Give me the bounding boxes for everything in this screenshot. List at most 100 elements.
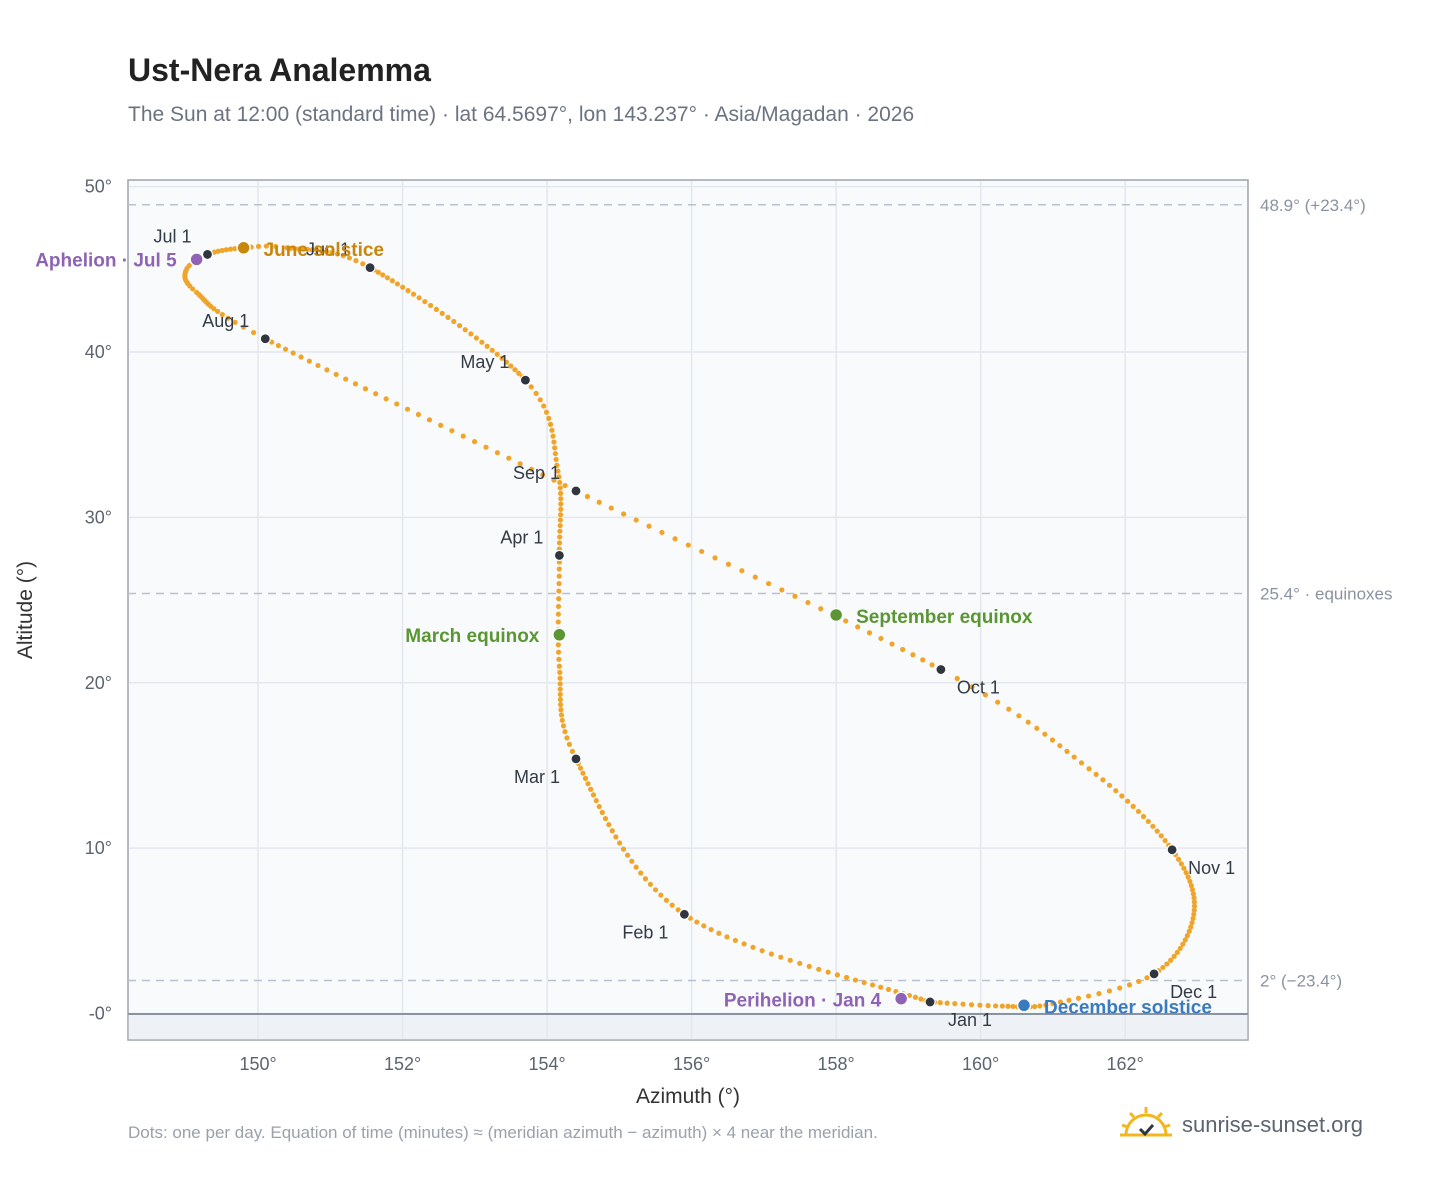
daily-dot [219, 247, 225, 254]
month-marker[interactable] [259, 333, 271, 345]
month-marker[interactable] [570, 485, 582, 497]
event-label: June solstice [264, 240, 384, 261]
month-marker[interactable] [678, 908, 690, 920]
month-marker[interactable] [553, 549, 565, 562]
daily-dot [752, 574, 758, 580]
daily-dot [920, 657, 926, 663]
month-marker-label: May 1 [460, 352, 509, 372]
event-marker[interactable] [893, 991, 909, 1006]
event-label: December solstice [1044, 997, 1212, 1018]
daily-dot [566, 741, 573, 747]
daily-dot [617, 840, 623, 846]
event-marker[interactable] [236, 240, 251, 256]
daily-dot [562, 482, 568, 489]
daily-dot [1117, 985, 1123, 991]
month-marker[interactable] [924, 996, 936, 1008]
daily-dot [852, 977, 859, 983]
y-tick-label: -0° [89, 1004, 112, 1024]
daily-dot [1180, 941, 1186, 947]
daily-dot [394, 401, 400, 407]
event-marker[interactable] [189, 252, 204, 267]
daily-dot [512, 367, 518, 373]
daily-dot [1085, 993, 1092, 999]
daily-dot [1171, 953, 1177, 959]
daily-dot [1160, 964, 1166, 971]
daily-dot [383, 396, 389, 402]
daily-dot [456, 323, 463, 329]
daily-dot [556, 596, 562, 602]
daily-dot [1006, 706, 1012, 712]
month-marker[interactable] [1148, 968, 1160, 980]
month-marker-label: Apr 1 [500, 527, 543, 547]
daily-dot [960, 1001, 966, 1007]
daily-dot [602, 815, 609, 822]
daily-dot [494, 351, 500, 357]
daily-dot [952, 1001, 958, 1007]
daily-dot [323, 248, 330, 255]
daily-dot [553, 456, 559, 463]
month-marker[interactable] [364, 262, 376, 274]
month-marker[interactable] [201, 248, 214, 261]
daily-dot [624, 852, 631, 858]
daily-dot [558, 512, 564, 518]
daily-dot [540, 472, 546, 478]
reference-line-label: 2° (−23.4°) [1260, 971, 1342, 990]
y-tick-label: 40° [85, 342, 112, 362]
daily-dot [1050, 1001, 1056, 1007]
daily-dot [1164, 961, 1170, 967]
month-marker[interactable] [935, 663, 947, 676]
daily-dot [543, 409, 550, 415]
daily-dot [324, 367, 330, 373]
daily-dot [1190, 891, 1197, 897]
month-marker-label: Jul 1 [153, 226, 191, 246]
daily-dot [937, 1000, 943, 1006]
daily-dot [516, 370, 522, 376]
daily-dot [825, 969, 831, 975]
daily-dot [556, 588, 562, 594]
daily-dot [559, 717, 565, 723]
daily-dot [779, 587, 785, 593]
x-axis-label: Azimuth (°) [636, 1085, 740, 1108]
daily-dot [528, 466, 535, 472]
reference-lines: 48.9° (+23.4°) 25.4° · equinoxes 2° (−23.4… [128, 196, 1393, 990]
daily-dot [1125, 798, 1131, 804]
brand-logo[interactable]: sunrise-sunset.org [1120, 1100, 1363, 1150]
daily-dot [503, 359, 510, 365]
daily-dot [1175, 856, 1182, 862]
month-marker-label: Mar 1 [514, 767, 560, 787]
daily-dot [551, 477, 557, 483]
daily-dot [427, 302, 434, 309]
x-axis-ticks: 150° 152° 154° 156° 158° 160° 162° [239, 1054, 1143, 1074]
daily-dot [647, 881, 654, 887]
daily-dot [816, 966, 822, 972]
daily-dot [1168, 957, 1174, 963]
daily-dot [732, 937, 739, 944]
event-marker[interactable] [828, 607, 844, 623]
event-marker[interactable] [552, 627, 567, 643]
daily-dot [296, 246, 302, 252]
daily-dot [557, 479, 563, 486]
daily-dot [541, 403, 547, 409]
daily-dot [546, 415, 552, 421]
daily-dot [1174, 949, 1180, 956]
month-marker[interactable] [519, 374, 532, 386]
daily-dot [282, 346, 289, 352]
daily-dot [1057, 999, 1064, 1005]
event-marker[interactable] [1016, 998, 1032, 1013]
daily-dot [557, 675, 563, 681]
daily-dot [557, 686, 563, 692]
daily-dot [451, 318, 457, 325]
daily-dot [557, 522, 563, 529]
daily-dot [712, 555, 718, 561]
daily-dot [227, 246, 234, 252]
daily-dot [1136, 978, 1142, 985]
daily-dot [556, 580, 562, 587]
daily-dot [866, 630, 873, 636]
month-marker[interactable] [570, 753, 582, 765]
daily-dot [190, 286, 196, 292]
month-marker[interactable] [1166, 844, 1178, 856]
daily-dot [878, 635, 884, 642]
x-tick-label: 156° [673, 1054, 710, 1074]
daily-dot [298, 354, 304, 360]
daily-dot [582, 775, 589, 781]
